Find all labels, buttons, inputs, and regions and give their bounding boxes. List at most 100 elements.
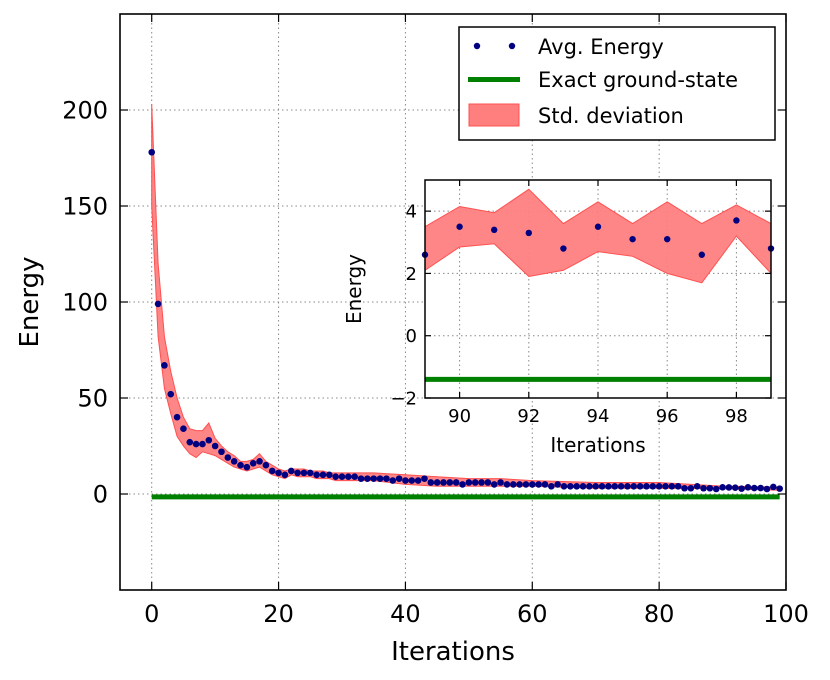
main-avg-energy-point [300, 469, 308, 477]
main-avg-energy-point [700, 484, 707, 492]
main-avg-energy-point [313, 471, 320, 479]
main-avg-energy-point [180, 425, 187, 433]
main-avg-energy-point [306, 469, 314, 477]
main-avg-energy-point [725, 484, 733, 491]
main-y-axis-title: Energy [15, 256, 45, 347]
main-y-tick-label: 200 [62, 97, 108, 125]
main-avg-energy-point [161, 362, 168, 369]
main-avg-energy-point [402, 477, 409, 484]
main-avg-energy-point [338, 473, 346, 481]
main-avg-energy-point [433, 479, 441, 486]
main-avg-energy-point [548, 483, 555, 490]
main-x-tick-label: 80 [644, 600, 675, 628]
main-avg-energy-point [173, 413, 181, 421]
main-avg-energy-point [287, 467, 295, 475]
main-avg-energy-point [490, 481, 498, 488]
main-avg-energy-point [579, 483, 587, 490]
main-avg-energy-point [294, 469, 301, 477]
legend-avg-marker [508, 42, 516, 50]
main-avg-energy-point [592, 483, 600, 490]
main-avg-energy-point [693, 483, 701, 490]
main-avg-energy-point [357, 475, 365, 482]
main-x-tick-label: 40 [390, 600, 421, 628]
main-avg-energy-point [712, 485, 720, 493]
main-avg-energy-point [446, 479, 454, 486]
main-avg-energy-point [414, 477, 422, 484]
main-avg-energy-point [275, 469, 282, 477]
main-avg-energy-point [332, 473, 339, 481]
main-x-tick-label: 60 [517, 600, 548, 628]
main-avg-energy-point [427, 479, 435, 486]
main-avg-energy-point [243, 463, 251, 471]
main-y-tick-label: 150 [62, 193, 108, 221]
main-x-tick-label: 20 [263, 600, 294, 628]
main-avg-energy-point [503, 481, 511, 488]
main-avg-energy-point [668, 483, 676, 490]
inset-avg-energy-point [456, 223, 463, 230]
main-avg-energy-point [624, 483, 631, 490]
main-avg-energy-point [205, 436, 213, 444]
main-avg-energy-point [731, 484, 739, 491]
main-avg-energy-point [738, 485, 745, 492]
inset-x-tick-label: 98 [725, 406, 748, 427]
main-avg-energy-point [364, 475, 371, 482]
main-avg-energy-point [484, 479, 492, 486]
main-avg-energy-point [383, 475, 390, 482]
main-avg-energy-point [167, 390, 175, 398]
main-avg-energy-point [268, 467, 276, 475]
main-avg-energy-point [554, 481, 561, 488]
inset-avg-energy-point [698, 251, 705, 258]
main-avg-energy-point [459, 481, 466, 488]
main-avg-energy-point [471, 479, 479, 486]
legend-std-swatch [468, 103, 520, 127]
main-avg-energy-point [662, 483, 669, 490]
main-avg-energy-point [636, 483, 644, 490]
main-avg-energy-point [326, 471, 333, 479]
main-avg-energy-point [408, 477, 416, 484]
main-avg-energy-point [281, 471, 289, 479]
main-y-tick-label: 50 [77, 385, 108, 413]
inset-x-axis-title: Iterations [550, 433, 645, 457]
main-avg-points [148, 148, 783, 493]
main-avg-energy-point [249, 459, 257, 467]
main-avg-energy-point [643, 483, 650, 490]
main-avg-energy-point [573, 483, 580, 490]
main-avg-energy-point [776, 485, 783, 492]
legend-avg-marker [473, 42, 481, 50]
main-avg-energy-point [237, 461, 244, 469]
inset-avg-energy-point [733, 217, 740, 224]
main-avg-energy-point [199, 440, 206, 448]
main-x-tick-label: 100 [763, 600, 809, 628]
main-avg-energy-point [522, 481, 530, 488]
inset-y-tick-label: 0 [406, 326, 417, 347]
main-avg-energy-point [376, 475, 384, 482]
inset-x-tick-label: 96 [656, 406, 679, 427]
main-avg-energy-point [478, 479, 485, 486]
inset-x-tick-label: 94 [587, 406, 610, 427]
main-avg-energy-point [230, 458, 238, 465]
main-avg-energy-point [605, 483, 612, 490]
main-avg-energy-point [389, 477, 397, 484]
main-y-tick-label: 0 [93, 481, 108, 509]
inset-avg-energy-point [594, 223, 602, 230]
main-avg-energy-point [395, 475, 403, 482]
main-avg-energy-point [440, 479, 447, 486]
inset-avg-energy-point [525, 229, 532, 237]
inset-y-tick-label: −2 [390, 388, 417, 409]
main-avg-energy-point [586, 483, 593, 490]
main-avg-energy-point [497, 479, 504, 486]
main-avg-energy-point [211, 442, 219, 450]
main-avg-energy-point [655, 483, 663, 490]
main-avg-energy-point [611, 483, 619, 490]
main-avg-energy-point [528, 481, 536, 488]
main-avg-energy-point [465, 479, 473, 486]
legend-exact-swatch [468, 77, 520, 82]
main-avg-energy-point [719, 483, 726, 491]
main-avg-energy-point [351, 473, 358, 481]
main-avg-energy-point [560, 483, 568, 490]
main-avg-energy-point [770, 483, 777, 491]
inset-x-tick-label: 90 [448, 406, 471, 427]
main-avg-energy-point [186, 438, 194, 446]
main-avg-energy-point [345, 473, 352, 481]
